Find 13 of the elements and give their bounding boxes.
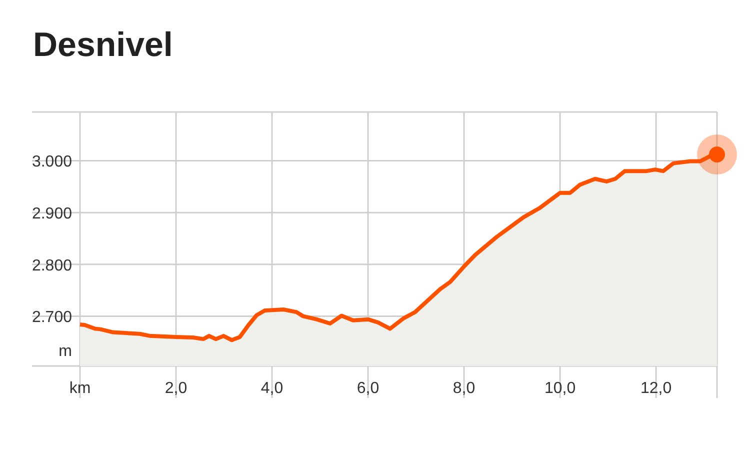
x-tick-label: 8,0	[452, 380, 476, 397]
y-tick-label: 3.000	[32, 154, 72, 171]
x-tick-label: 6,0	[356, 380, 380, 397]
x-tick-label: km	[69, 380, 91, 397]
y-tick-label: 2.900	[32, 206, 72, 223]
x-tick-label: 10,0	[544, 380, 576, 397]
y-tick-label: 2.800	[32, 257, 72, 274]
chart-title: Desnivel	[33, 26, 173, 65]
y-tick-label: 2.700	[32, 309, 72, 326]
x-tick-label: 2,0	[164, 380, 188, 397]
y-axis-title: m	[58, 343, 72, 360]
x-tick-label: 4,0	[260, 380, 284, 397]
x-tick-label: 12,0	[640, 380, 672, 397]
